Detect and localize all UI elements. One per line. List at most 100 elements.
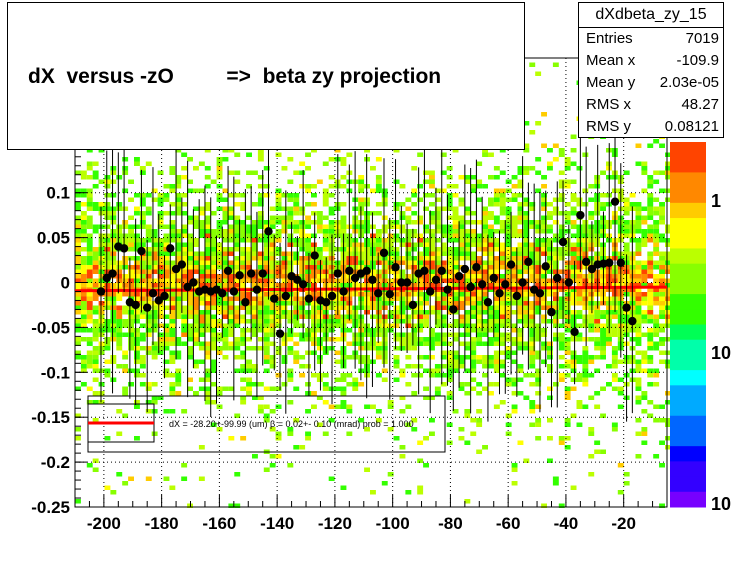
density-cell bbox=[80, 193, 87, 198]
profile-point bbox=[246, 269, 256, 278]
density-cell bbox=[482, 373, 488, 378]
density-cell bbox=[440, 224, 447, 229]
density-cell bbox=[122, 355, 129, 360]
density-cell bbox=[399, 274, 406, 279]
density-cell bbox=[151, 197, 158, 202]
density-cell bbox=[110, 310, 117, 315]
density-cell bbox=[588, 274, 595, 279]
density-cell bbox=[641, 350, 648, 355]
density-cell bbox=[281, 305, 288, 310]
density-cell bbox=[246, 296, 252, 301]
density-cell bbox=[145, 269, 152, 274]
density-cell bbox=[517, 310, 524, 315]
density-cell bbox=[246, 368, 252, 373]
density-cell bbox=[80, 188, 87, 193]
density-cell bbox=[340, 373, 347, 378]
density-cell bbox=[216, 391, 223, 396]
density-cell bbox=[547, 211, 553, 216]
density-cell bbox=[576, 202, 583, 207]
density-cell bbox=[257, 152, 264, 157]
density-cell bbox=[641, 260, 648, 265]
density-cell bbox=[617, 391, 624, 396]
density-cell bbox=[145, 319, 152, 324]
profile-point bbox=[223, 266, 233, 276]
density-cell bbox=[511, 269, 518, 274]
density-cell bbox=[122, 274, 129, 279]
density-cell bbox=[110, 215, 117, 220]
density-cell bbox=[305, 283, 311, 288]
density-cell bbox=[499, 364, 506, 369]
density-cell bbox=[316, 260, 323, 265]
density-cell bbox=[423, 323, 429, 328]
density-cell bbox=[511, 229, 518, 234]
density-cell bbox=[535, 373, 542, 378]
density-cell bbox=[488, 242, 494, 247]
density-cell bbox=[228, 274, 235, 279]
density-cell bbox=[488, 328, 494, 333]
density-cell bbox=[488, 305, 494, 310]
density-cell bbox=[116, 175, 123, 180]
density-cell bbox=[647, 265, 654, 270]
density-cell bbox=[464, 274, 471, 279]
density-cell bbox=[517, 179, 524, 184]
density-cell bbox=[417, 355, 424, 360]
density-cell bbox=[499, 319, 506, 324]
density-cell bbox=[128, 278, 134, 283]
density-cell bbox=[216, 346, 223, 351]
profile-point bbox=[489, 273, 498, 283]
density-cell bbox=[80, 305, 87, 310]
density-cell bbox=[405, 355, 412, 360]
density-cell bbox=[316, 346, 323, 351]
density-cell bbox=[151, 229, 158, 234]
density-cell bbox=[122, 413, 129, 418]
density-cell bbox=[269, 206, 276, 211]
density-cell bbox=[470, 292, 477, 297]
density-cell bbox=[305, 233, 311, 238]
density-cell bbox=[429, 269, 435, 274]
density-cell bbox=[541, 359, 547, 364]
density-cell bbox=[169, 274, 176, 279]
density-cell bbox=[446, 283, 453, 288]
density-cell bbox=[257, 157, 264, 162]
density-cell bbox=[594, 202, 601, 207]
density-cell bbox=[387, 256, 394, 261]
density-cell bbox=[134, 373, 140, 378]
density-cell bbox=[570, 265, 577, 270]
density-cell bbox=[311, 332, 317, 337]
density-cell bbox=[552, 481, 559, 486]
density-cell bbox=[541, 278, 547, 283]
density-cell bbox=[523, 341, 530, 346]
palette-cell bbox=[670, 354, 706, 371]
density-cell bbox=[564, 350, 571, 355]
density-cell bbox=[86, 305, 93, 310]
density-cell bbox=[429, 233, 435, 238]
density-cell bbox=[499, 188, 506, 193]
density-cell bbox=[216, 386, 223, 391]
density-cell bbox=[263, 301, 270, 306]
profile-point bbox=[449, 305, 458, 314]
density-cell bbox=[641, 161, 648, 166]
density-cell bbox=[665, 256, 671, 261]
density-cell bbox=[558, 170, 565, 175]
density-cell bbox=[287, 220, 294, 225]
density-cell bbox=[482, 269, 488, 274]
density-cell bbox=[269, 224, 276, 229]
density-cell bbox=[116, 265, 123, 270]
profile-point bbox=[119, 244, 129, 253]
density-cell bbox=[116, 328, 123, 333]
density-cell bbox=[75, 499, 81, 504]
density-cell bbox=[535, 382, 542, 387]
tick-labels: -200 -180 -160 -140 -120 -100 -80 -60 -40 -20-0.2… bbox=[31, 184, 636, 533]
density-cell bbox=[228, 301, 235, 306]
density-cell bbox=[305, 278, 311, 283]
density-cell bbox=[169, 202, 176, 207]
density-cell bbox=[122, 233, 129, 238]
density-cell bbox=[293, 301, 300, 306]
profile-point bbox=[160, 291, 169, 301]
density-cell bbox=[635, 305, 642, 310]
density-cell bbox=[375, 409, 382, 414]
density-cell bbox=[104, 193, 111, 198]
density-cell bbox=[582, 274, 589, 279]
density-cell bbox=[505, 310, 512, 315]
density-cell bbox=[169, 184, 176, 189]
